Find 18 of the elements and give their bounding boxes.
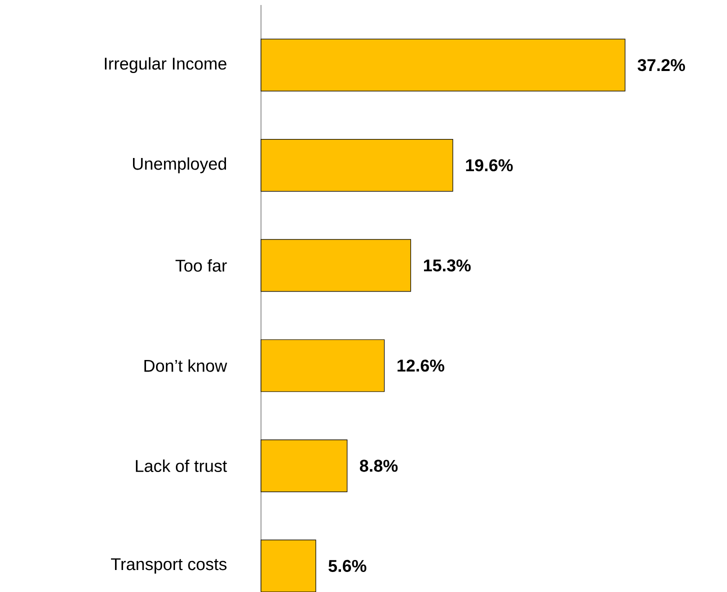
bar bbox=[260, 439, 348, 492]
data-label: 8.8% bbox=[360, 460, 398, 472]
y-tick-label: Transport costs bbox=[110, 558, 227, 574]
y-tick-label: Irregular Income bbox=[104, 57, 226, 73]
bar bbox=[260, 38, 626, 92]
y-tick-label: Lack of trust bbox=[136, 459, 227, 472]
data-label: 5.6% bbox=[328, 560, 366, 572]
data-label: 15.3% bbox=[424, 259, 471, 272]
data-label: 19.6% bbox=[466, 159, 513, 172]
data-label: 12.6% bbox=[398, 359, 444, 372]
data-label: 37.2% bbox=[638, 58, 686, 72]
bar bbox=[260, 138, 454, 192]
y-tick-label: Unemployed bbox=[133, 157, 226, 174]
y-tick-label: Too far bbox=[176, 259, 227, 272]
bar bbox=[260, 540, 316, 592]
y-tick-label: Don’t know bbox=[144, 359, 228, 372]
bar bbox=[260, 239, 412, 292]
bar bbox=[260, 339, 385, 392]
